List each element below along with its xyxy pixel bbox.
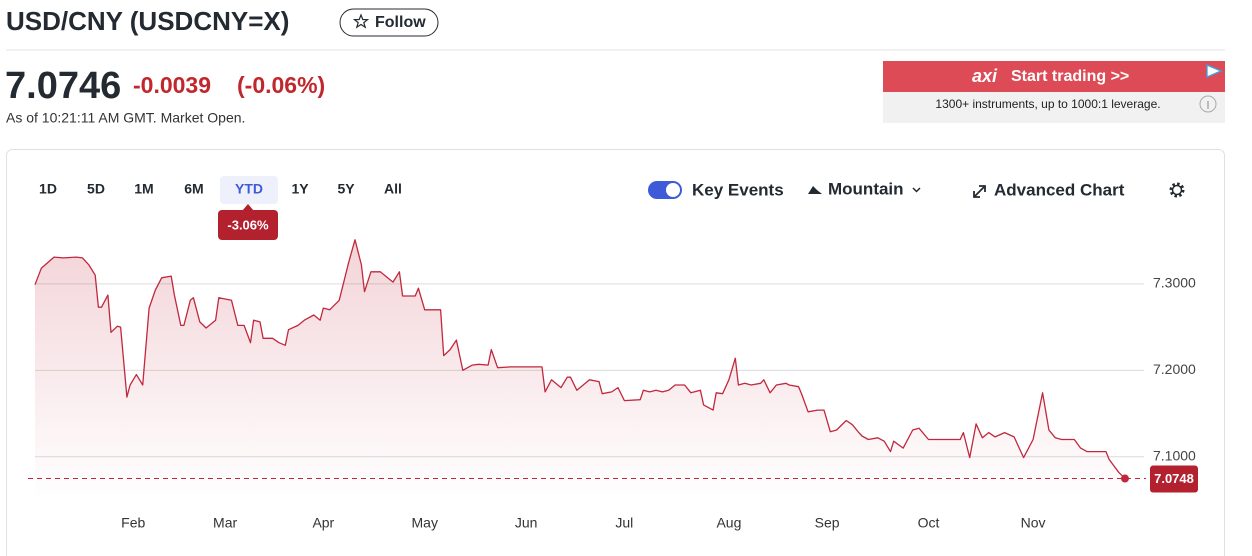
last-value-label: 7.0748 — [1154, 471, 1194, 486]
x-tick-label: Feb — [121, 515, 145, 531]
ad[interactable]: axi Start trading >> 1300+ instruments, … — [883, 61, 1225, 123]
expand-icon — [973, 185, 986, 198]
expand-icon-head — [979, 185, 986, 192]
x-tick-label: Nov — [1021, 515, 1046, 531]
range-button[interactable]: 1Y — [291, 181, 309, 197]
ad-cta[interactable]: Start trading >> — [1011, 68, 1129, 85]
ad-footer — [883, 92, 1225, 123]
key-events-label[interactable]: Key Events — [692, 180, 784, 199]
advanced-chart-label[interactable]: Advanced Chart — [994, 180, 1125, 199]
price: 7.0746 — [5, 65, 121, 107]
range-change-badge — [218, 210, 278, 240]
price-line — [34, 239, 1126, 480]
ad-choice-icon[interactable] — [1206, 64, 1223, 78]
range-change: -3.06% — [227, 217, 269, 232]
x-tick-label: Apr — [312, 515, 334, 531]
follow-border — [339, 8, 439, 37]
follow-label[interactable]: Follow — [375, 14, 426, 31]
title: USD/CNY (USDCNY=X) — [6, 6, 289, 36]
chart-card — [6, 149, 1225, 556]
price-change-pct: (-0.06%) — [237, 72, 325, 98]
x-tick-label: Mar — [213, 515, 237, 531]
badge-pointer — [242, 204, 254, 211]
key-events-toggle[interactable]: Key Events — [648, 180, 784, 199]
follow-button[interactable]: Follow — [339, 8, 439, 37]
x-tick-label: Sep — [815, 515, 840, 531]
gear-ring — [1171, 184, 1183, 196]
advanced-chart-link[interactable]: Advanced Chart — [973, 180, 1125, 199]
ad-note: 1300+ instruments, up to 1000:1 leverage… — [935, 97, 1160, 111]
expand-icon-tail — [973, 191, 980, 198]
chevron — [912, 187, 921, 193]
last-value-tag — [1150, 465, 1198, 493]
x-tick-label: Oct — [918, 515, 940, 531]
settings-button[interactable] — [1169, 182, 1185, 198]
mountain-icon — [808, 186, 822, 194]
ad-banner — [883, 61, 1225, 92]
range-button[interactable]: 1M — [134, 181, 153, 197]
area-fill — [35, 239, 1125, 501]
as-of: As of 10:21:11 AM GMT. Market Open. — [6, 110, 245, 126]
last-point — [1120, 474, 1129, 483]
gear-teeth — [1169, 182, 1185, 198]
price-change: -0.0039 — [133, 72, 211, 98]
y-tick-label: 7.2000 — [1153, 361, 1196, 377]
x-tick-label: Aug — [716, 515, 741, 531]
ad-brand: axi — [972, 66, 998, 86]
x-tick-label: Jun — [515, 515, 538, 531]
range-button[interactable]: YTD — [235, 181, 263, 197]
star-icon — [352, 13, 370, 29]
range-button[interactable]: 6M — [184, 181, 203, 197]
chart-style-menu[interactable]: Mountain — [808, 179, 921, 198]
x-tick-label: May — [412, 515, 438, 531]
y-tick-label: 7.3000 — [1153, 275, 1196, 291]
info-icon[interactable] — [1199, 95, 1217, 113]
range-button[interactable]: All — [384, 181, 402, 197]
toggle-knob — [666, 183, 680, 197]
range-active-bg — [220, 176, 278, 204]
plot: 7.1000 7.2000 7.3000 Feb Mar Apr May Jun Jul Aug S… — [28, 239, 1198, 531]
range-button[interactable]: 1D — [39, 181, 57, 197]
range-selector: 1D 5D 1M 6M YTD 1Y 5Y All — [39, 176, 402, 204]
y-tick-label: 7.1000 — [1153, 447, 1196, 463]
range-button[interactable]: 5Y — [337, 181, 355, 197]
range-button[interactable]: 5D — [87, 181, 105, 197]
chart-style-label[interactable]: Mountain — [828, 179, 904, 198]
x-tick-label: Jul — [615, 515, 633, 531]
